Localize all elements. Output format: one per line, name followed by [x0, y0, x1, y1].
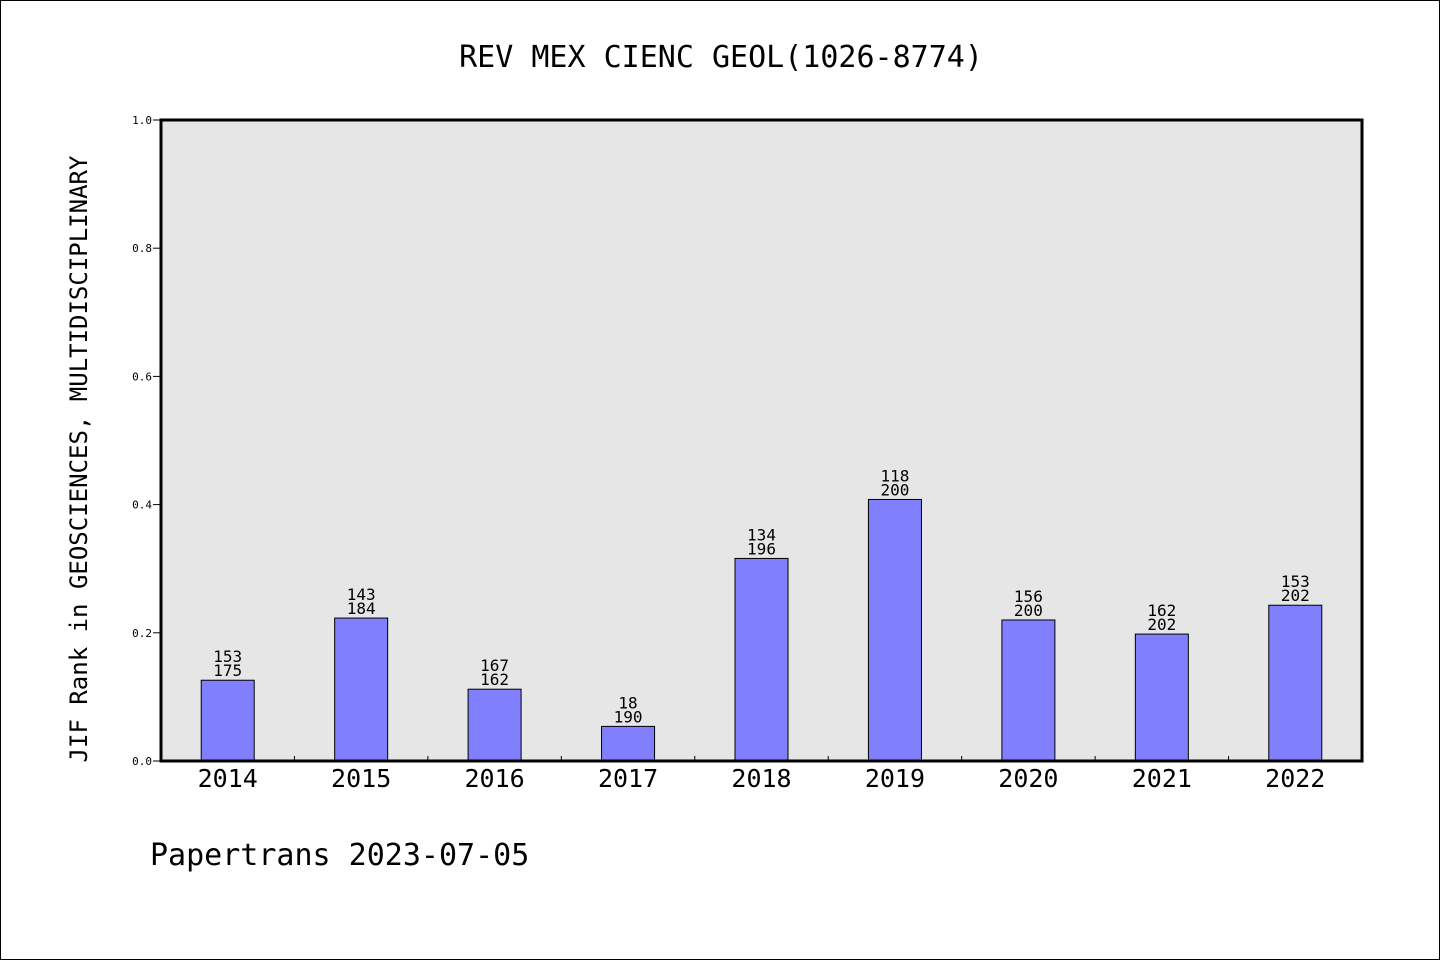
bar [867, 498, 922, 762]
bar-rank-label: 153 [1281, 572, 1310, 591]
x-tick-label: 2016 [465, 764, 525, 793]
bars [200, 498, 1323, 762]
x-tick-label: 2018 [731, 764, 791, 793]
y-tick-label: 0.0 [132, 755, 152, 768]
bar [601, 725, 656, 762]
bar-rank-label: 153 [213, 647, 242, 666]
bar-total-label: 190 [614, 707, 643, 726]
x-tick-label: 2021 [1132, 764, 1192, 793]
x-tick-label: 2017 [598, 764, 658, 793]
bar-rank-label: 167 [480, 656, 509, 675]
bar [467, 688, 522, 762]
x-tick-label: 2022 [1265, 764, 1325, 793]
bar-rank-label: 143 [347, 585, 376, 604]
y-tick-label: 0.2 [132, 627, 152, 640]
bar-total-label: 175 [213, 661, 242, 680]
bar-rank-label: 156 [1014, 587, 1043, 606]
y-tick-label: 1.0 [132, 114, 152, 127]
y-axis: 0.0 0.2 0.4 0.6 0.8 1.0 [132, 114, 161, 768]
bar [1134, 633, 1189, 762]
bar-rank-label: 118 [880, 466, 909, 485]
y-axis-label: JIF Rank in GEOSCIENCES, MULTIDISCIPLINA… [65, 155, 93, 762]
x-tick-label: 2019 [865, 764, 925, 793]
bar-total-label: 202 [1281, 586, 1310, 605]
bar-rank-label: 162 [1147, 601, 1176, 620]
bar-total-label: 184 [347, 599, 376, 618]
bar-labels: 1531751431841671621819013419611820015620… [213, 466, 1309, 726]
y-tick-label: 0.6 [132, 370, 152, 383]
plot-frame [159, 118, 1364, 763]
bar-rank-label: 18 [618, 693, 637, 712]
x-tick-label: 2020 [998, 764, 1058, 793]
footer-text: Papertrans 2023-07-05 [150, 838, 529, 873]
x-tick-label: 2014 [198, 764, 258, 793]
bar-total-label: 196 [747, 539, 776, 558]
bar [200, 679, 255, 762]
bar [1268, 604, 1323, 762]
chart-title: REV MEX CIENC GEOL(1026-8774) [459, 40, 983, 75]
bar-total-label: 200 [1014, 601, 1043, 620]
bar-rank-label: 134 [747, 525, 776, 544]
bar-total-label: 202 [1147, 615, 1176, 634]
x-tick-label: 2015 [331, 764, 391, 793]
y-tick-label: 0.4 [132, 499, 152, 512]
bar [334, 617, 389, 762]
bar-total-label: 200 [880, 480, 909, 499]
x-axis: 2014 2015 2016 2017 2018 2019 2020 2021 2022 [198, 756, 1325, 793]
bar [734, 557, 789, 762]
bar-total-label: 162 [480, 670, 509, 689]
bar [1001, 619, 1056, 762]
y-tick-label: 0.8 [132, 242, 152, 255]
